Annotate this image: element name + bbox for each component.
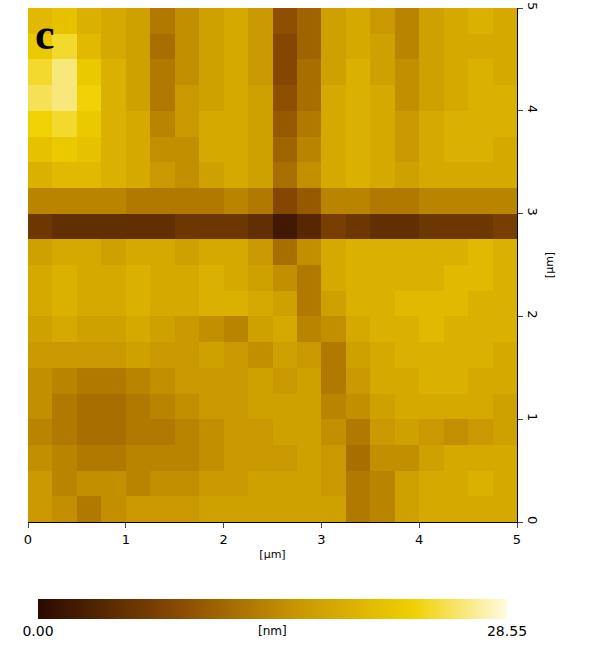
- svg-text:4: 4: [415, 532, 423, 547]
- svg-text:[µm]: [µm]: [543, 252, 556, 278]
- svg-text:1: 1: [122, 532, 130, 547]
- svg-text:2: 2: [525, 310, 540, 318]
- svg-text:5: 5: [525, 2, 540, 10]
- svg-text:2: 2: [219, 532, 227, 547]
- svg-text:0: 0: [24, 532, 32, 547]
- svg-text:0: 0: [525, 516, 540, 524]
- svg-text:[µm]: [µm]: [259, 548, 285, 561]
- svg-text:3: 3: [317, 532, 325, 547]
- svg-text:3: 3: [525, 208, 540, 216]
- svg-text:c: c: [35, 10, 55, 59]
- svg-text:[nm]: [nm]: [258, 624, 287, 638]
- svg-text:0.00: 0.00: [22, 623, 53, 639]
- svg-text:4: 4: [525, 105, 540, 113]
- svg-text:1: 1: [525, 413, 540, 421]
- svg-text:28.55: 28.55: [487, 623, 527, 639]
- svg-text:5: 5: [513, 532, 521, 547]
